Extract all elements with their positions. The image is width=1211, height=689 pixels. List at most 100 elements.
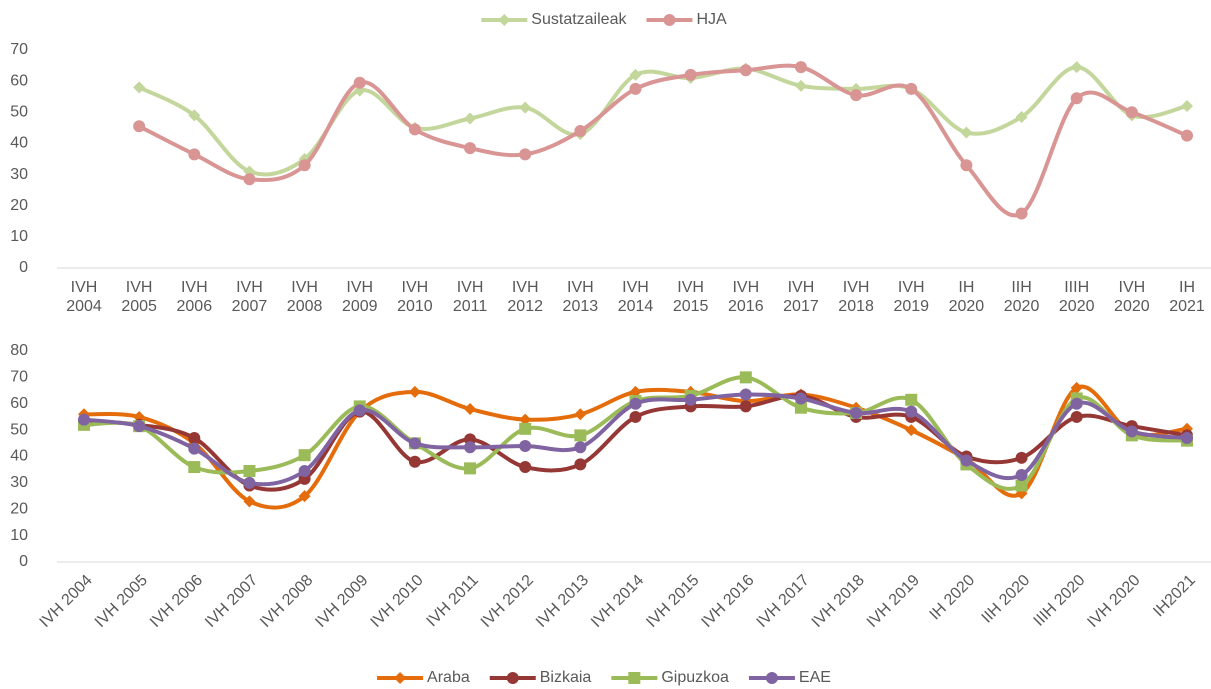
x-tick-label: IVH 2019 — [893, 279, 930, 315]
x-tick-label: IVH 2014 — [617, 279, 654, 315]
y-tick-label: 20 — [10, 500, 28, 517]
x-tick-label: IVH 2005 — [121, 279, 157, 315]
x-tick-label: IVH 2006 — [176, 279, 213, 315]
x-tick-label: IH2021 — [1150, 572, 1199, 621]
x-tick-label: IVH 2016 — [728, 279, 764, 315]
marker — [1181, 432, 1193, 445]
marker — [188, 432, 201, 445]
legend-label: Bizkaia — [540, 669, 592, 686]
y-tick-label: 10 — [10, 228, 28, 245]
y-tick-label: 50 — [10, 104, 28, 121]
x-tick-label: IVH 2019 — [864, 572, 923, 631]
marker — [574, 124, 587, 137]
x-tick-label: IVH 2016 — [698, 572, 757, 631]
y-tick-label: 40 — [10, 135, 28, 152]
x-tick-label: IIIH 2020 — [1058, 279, 1095, 315]
marker — [574, 408, 587, 421]
series-line — [138, 63, 1188, 218]
y-tick-label: 10 — [10, 527, 28, 544]
x-tick-label: IVH 2012 — [478, 572, 537, 631]
x-tick-label: IVH 2005 — [92, 572, 151, 631]
marker — [1181, 100, 1193, 113]
marker — [794, 392, 807, 405]
x-tick-label: IVH 2008 — [257, 572, 316, 631]
x-tick-label: IVH 2018 — [838, 279, 874, 315]
marker — [574, 441, 587, 454]
marker — [905, 405, 918, 418]
marker — [408, 437, 421, 450]
y-tick-label: 70 — [10, 369, 28, 386]
marker — [498, 14, 511, 26]
marker — [464, 462, 477, 475]
marker — [1015, 468, 1028, 481]
series-line — [83, 393, 1188, 492]
marker — [519, 422, 532, 435]
marker — [794, 79, 807, 92]
x-tick-label: IIIH 2020 — [1031, 572, 1089, 630]
x-tick-label: IH 2020 — [927, 572, 979, 624]
x-tick-label: IVH 2015 — [672, 279, 709, 315]
x-tick-label: IVH 2004 — [37, 572, 96, 631]
x-tick-label: IVH 2010 — [368, 572, 427, 631]
marker — [629, 410, 642, 423]
marker — [188, 148, 201, 161]
marker — [628, 672, 641, 684]
x-tick-label: IH 2020 — [948, 279, 985, 315]
x-tick-label: IVH 2007 — [231, 279, 268, 315]
y-tick-label: 20 — [10, 197, 28, 214]
marker — [960, 159, 973, 172]
x-tick-label: IVH 2011 — [452, 279, 488, 315]
y-tick-label: 80 — [10, 342, 28, 359]
legend-label: Gipuzkoa — [661, 669, 729, 686]
x-tick-label: IH 2021 — [1169, 279, 1205, 315]
x-tick-label: IVH 2020 — [1084, 572, 1143, 631]
marker — [765, 672, 778, 684]
marker — [353, 76, 366, 89]
marker — [739, 388, 752, 401]
x-tick-label: IVH 2018 — [809, 572, 868, 631]
marker — [188, 442, 201, 455]
marker — [1015, 207, 1028, 220]
marker — [519, 101, 532, 114]
marker — [464, 112, 477, 125]
marker — [850, 406, 863, 419]
marker — [629, 82, 642, 95]
marker — [243, 173, 256, 186]
marker — [188, 461, 201, 474]
marker — [629, 385, 642, 398]
marker — [1070, 92, 1083, 105]
marker — [464, 142, 477, 155]
y-tick-label: 30 — [10, 474, 28, 491]
x-tick-label: IVH 2015 — [643, 572, 702, 631]
marker — [629, 397, 642, 410]
marker — [78, 413, 90, 426]
x-tick-label: IVH 2017 — [754, 572, 813, 631]
y-tick-label: 70 — [10, 41, 28, 58]
x-tick-label: IVH 2010 — [397, 279, 433, 315]
marker — [408, 455, 421, 468]
marker — [464, 403, 477, 416]
x-tick-label: IVH 2017 — [783, 279, 819, 315]
marker — [1125, 106, 1138, 119]
x-tick-label: IVH 2020 — [1114, 279, 1150, 315]
legend-label: Araba — [427, 669, 470, 686]
marker — [574, 458, 587, 471]
marker — [1070, 410, 1083, 423]
marker — [188, 109, 201, 122]
marker — [905, 424, 918, 437]
marker — [353, 404, 366, 417]
x-tick-label: IVH 2008 — [286, 279, 323, 315]
x-tick-label: IVH 2009 — [341, 279, 378, 315]
marker — [905, 393, 918, 406]
x-tick-label: IVH 2013 — [533, 572, 592, 631]
x-tick-label: IVH 2009 — [312, 572, 371, 631]
marker — [1070, 381, 1083, 394]
x-tick-label: IVH 2007 — [202, 572, 261, 631]
y-tick-label: 60 — [10, 72, 28, 89]
x-tick-label: IVH 2013 — [562, 279, 599, 315]
marker — [243, 495, 256, 508]
marker — [519, 439, 532, 452]
marker — [684, 393, 697, 406]
marker — [684, 68, 697, 81]
